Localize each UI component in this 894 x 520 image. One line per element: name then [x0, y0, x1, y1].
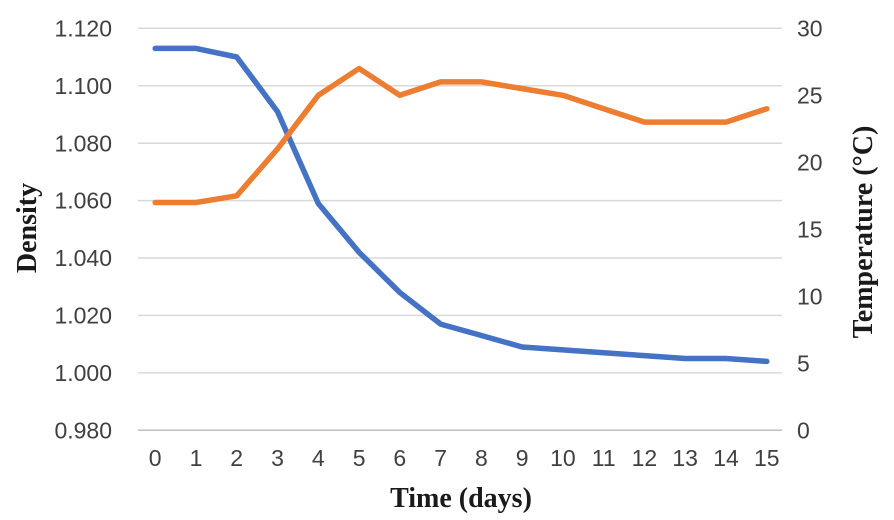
x-axis-tick-label: 15 — [754, 445, 780, 471]
left-axis-tick-label: 0.980 — [54, 417, 112, 443]
right-axis-tick-label: 0 — [797, 417, 810, 443]
left-axis-tick-label: 1.100 — [54, 73, 112, 99]
right-axis-tick-label: 10 — [797, 283, 823, 309]
tick-labels-group: 1.120 1.100 1.080 1.060 1.040 1.020 1.000 0.980… — [54, 15, 822, 471]
left-axis-tick-label: 1.000 — [54, 360, 112, 386]
x-axis-tick-label: 12 — [632, 445, 658, 471]
temperature-series-line — [152, 65, 770, 206]
x-axis-tick-label: 3 — [271, 445, 284, 471]
x-axis-tick-label: 8 — [475, 445, 488, 471]
right-axis-tick-label: 20 — [797, 149, 823, 175]
left-axis-tick-label: 1.060 — [54, 188, 112, 214]
left-axis-tick-label: 1.040 — [54, 245, 112, 271]
x-axis-title: Time (days) — [390, 483, 532, 514]
right-axis-tick-label: 15 — [797, 216, 823, 242]
density-series-line — [152, 45, 770, 365]
right-axis-title: Temperature (°C) — [848, 126, 879, 339]
left-axis-tick-label: 1.080 — [54, 130, 112, 156]
series-lines-group — [152, 45, 770, 365]
left-axis-title: Density — [12, 183, 43, 273]
x-axis-tick-label: 14 — [713, 445, 739, 471]
x-axis-tick-label: 6 — [393, 445, 406, 471]
x-axis-tick-label: 4 — [312, 445, 325, 471]
x-axis-tick-label: 7 — [434, 445, 447, 471]
right-axis-tick-label: 25 — [797, 82, 823, 108]
gridlines-group — [138, 27, 782, 432]
x-axis-tick-label: 10 — [550, 445, 576, 471]
x-axis-tick-label: 1 — [190, 445, 203, 471]
x-axis-tick-label: 0 — [149, 445, 162, 471]
right-axis-tick-label: 30 — [797, 15, 823, 41]
x-axis-tick-label: 13 — [672, 445, 698, 471]
left-axis-tick-label: 1.020 — [54, 302, 112, 328]
x-axis-tick-label: 5 — [353, 445, 366, 471]
right-axis-tick-label: 5 — [797, 350, 810, 376]
x-axis-tick-label: 9 — [516, 445, 529, 471]
left-axis-tick-label: 1.120 — [54, 15, 112, 41]
x-axis-tick-label: 2 — [230, 445, 243, 471]
x-axis-tick-label: 11 — [592, 445, 616, 471]
